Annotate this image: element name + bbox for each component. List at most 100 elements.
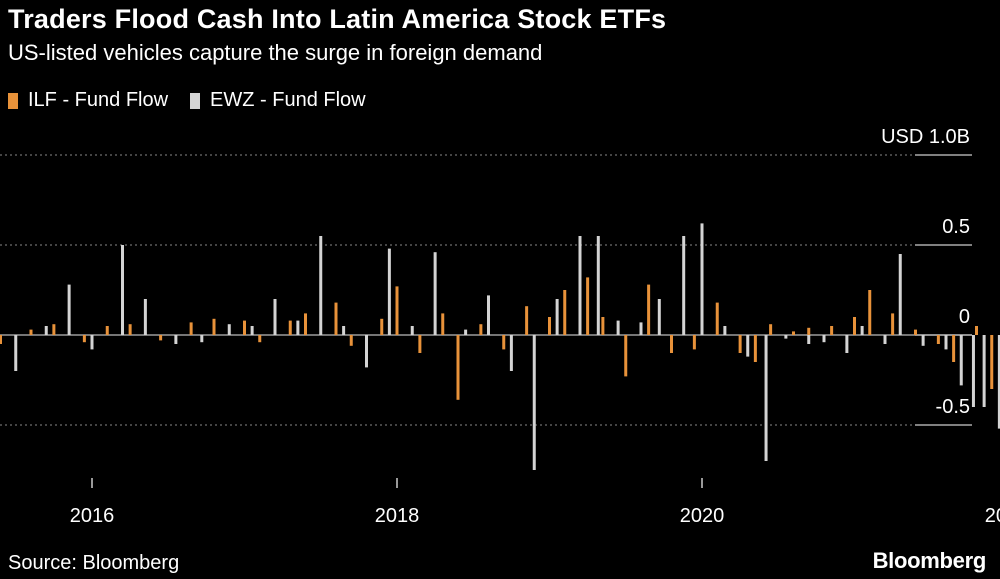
ewz-bar	[883, 335, 887, 344]
ewz-bar	[487, 295, 490, 335]
ilf-bar	[715, 302, 719, 335]
ewz-bar	[578, 236, 582, 335]
ewz-bar	[860, 326, 864, 335]
y-tick-label: USD 1.0B	[881, 126, 970, 148]
ewz-bar	[273, 299, 277, 335]
ewz-bar	[143, 299, 147, 335]
ewz-bar	[898, 254, 902, 335]
ilf-bar	[288, 320, 292, 335]
ewz-bar	[959, 335, 963, 386]
ewz-bar	[997, 335, 1000, 429]
ewz-bar	[532, 335, 536, 470]
ilf-bar	[692, 335, 696, 350]
ilf-bar	[914, 329, 917, 335]
ewz-bar	[410, 326, 414, 335]
ewz-bar	[44, 326, 48, 335]
ewz-bar	[342, 326, 346, 335]
ewz-bar	[764, 335, 768, 461]
ilf-bar	[952, 335, 956, 362]
ilf-bar	[105, 326, 109, 335]
ewz-bar	[723, 326, 727, 335]
ewz-bar	[944, 335, 948, 350]
bloomberg-logo: Bloomberg	[872, 548, 987, 573]
ewz-bar	[971, 335, 975, 407]
ilf-bar	[349, 335, 353, 346]
ewz-bar	[200, 335, 204, 343]
ilf-bar	[868, 290, 872, 335]
ilf-bar	[189, 322, 193, 335]
legend: ILF - Fund Flow EWZ - Fund Flow	[8, 89, 366, 112]
ilf-bar	[82, 335, 86, 343]
ilf-bar	[418, 335, 422, 353]
ilf-bar	[753, 335, 757, 362]
ilf-bar	[334, 302, 338, 335]
legend-label-ewz: EWZ - Fund Flow	[210, 89, 366, 111]
ilf-bar	[769, 324, 773, 335]
ewz-bar	[14, 335, 18, 371]
ewz-bar	[464, 329, 468, 335]
ewz-bar	[250, 326, 254, 335]
ewz-bar	[90, 335, 94, 350]
ilf-bar	[243, 320, 246, 335]
ewz-bar	[822, 335, 826, 343]
source-note: Source: Bloomberg	[8, 552, 180, 574]
ilf-bar	[670, 335, 673, 353]
ilf-bar	[647, 284, 651, 335]
ewz-bar	[433, 252, 437, 335]
ilf-bar	[258, 335, 262, 343]
ewz-bar	[596, 236, 600, 335]
ewz-bar	[121, 245, 124, 335]
ewz-bar	[509, 335, 513, 371]
ewz-bar	[174, 335, 178, 344]
ewz-bar	[807, 335, 811, 344]
ilf-bar	[853, 317, 856, 335]
x-tick-label: 2016	[70, 505, 115, 527]
ilf-bar	[0, 335, 3, 344]
ilf-bar	[601, 317, 605, 335]
ewz-bar	[365, 335, 368, 368]
ewz-bar	[845, 335, 849, 353]
ilf-bar	[738, 335, 742, 353]
ewz-bar	[921, 335, 925, 346]
ilf-bar	[52, 324, 56, 335]
ewz-bar	[555, 299, 559, 335]
ewz-bar	[639, 322, 643, 335]
ilf-bar	[128, 324, 132, 335]
legend-item-ewz: EWZ - Fund Flow	[190, 89, 366, 112]
ilf-bar	[975, 326, 978, 335]
ilf-bar	[29, 329, 33, 335]
y-tick-label: 0.5	[942, 216, 970, 238]
y-tick-label: -0.5	[936, 396, 970, 418]
ilf-bar	[159, 335, 163, 341]
ilf-bar	[456, 335, 460, 400]
x-tick-label: 2022	[985, 505, 1000, 527]
ilf-bar	[395, 286, 399, 335]
ewz-bar	[700, 223, 704, 335]
ilf-bar	[807, 327, 811, 335]
ewz-bar	[387, 248, 391, 335]
ewz-bar	[67, 284, 71, 335]
ilf-bar	[380, 318, 384, 335]
ewz-bar	[746, 335, 750, 357]
legend-swatch-ilf	[8, 92, 18, 109]
ilf-bar	[990, 335, 994, 389]
ilf-bar	[624, 335, 628, 377]
ewz-bar	[296, 320, 300, 335]
ewz-bar	[616, 320, 620, 335]
chart-subtitle: US-listed vehicles capture the surge in …	[8, 40, 543, 65]
legend-label-ilf: ILF - Fund Flow	[28, 89, 169, 111]
ilf-bar	[548, 317, 551, 335]
ilf-bar	[792, 331, 795, 335]
ewz-bar	[682, 236, 686, 335]
ilf-bar	[830, 326, 834, 335]
ilf-bar	[441, 313, 445, 335]
ilf-bar	[525, 306, 529, 335]
ewz-bar	[657, 299, 661, 335]
ilf-bar	[304, 313, 307, 335]
ilf-bar	[586, 277, 590, 335]
ewz-bar	[319, 236, 323, 335]
x-tick-label: 2020	[680, 505, 725, 527]
legend-swatch-ewz	[190, 92, 201, 109]
ewz-bar	[982, 335, 986, 407]
